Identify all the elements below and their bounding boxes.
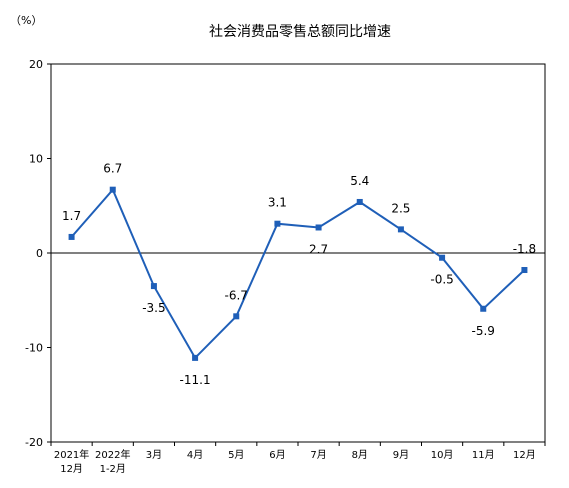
x-tick-label-line: 2022年 — [95, 448, 130, 461]
data-point — [397, 226, 404, 233]
data-point — [109, 186, 116, 193]
data-label: 2.7 — [309, 242, 328, 256]
data-label: 2.5 — [391, 201, 410, 215]
x-tick-label: 6月 — [269, 449, 285, 461]
x-tick-label-line: 7月 — [310, 449, 326, 461]
x-tick-label-line: 6月 — [269, 449, 285, 461]
x-tick-label-line: 3月 — [146, 449, 162, 461]
data-label: 3.1 — [268, 196, 287, 210]
data-label: -1.8 — [513, 242, 536, 256]
data-point — [192, 354, 199, 361]
data-point — [315, 224, 322, 231]
y-tick-label: -20 — [25, 436, 43, 449]
data-point — [480, 305, 487, 312]
x-tick-label-line: 12月 — [60, 463, 83, 475]
data-point — [439, 254, 446, 261]
y-tick-label: 0 — [36, 247, 43, 260]
x-tick-label-line: 9月 — [393, 449, 409, 461]
data-point — [521, 267, 528, 274]
x-tick-label-line: 1-2月 — [100, 463, 126, 475]
x-tick-label: 12月 — [513, 449, 536, 461]
x-tick-label: 2021年 12月 — [54, 448, 89, 475]
data-label: -11.1 — [180, 373, 211, 387]
chart-title: 社会消费品零售总额同比增速 — [209, 24, 391, 40]
series-line — [70, 187, 526, 360]
x-tick-label: 9月 — [393, 449, 409, 461]
y-tick-label: 10 — [29, 153, 43, 166]
y-axis-unit: （%） — [10, 14, 42, 27]
x-tick-label-line: 10月 — [431, 449, 454, 461]
x-tick-label-line: 2021年 — [54, 448, 89, 461]
x-tick-label: 8月 — [352, 449, 368, 461]
data-point — [150, 283, 157, 290]
x-tick-label: 4月 — [187, 449, 203, 461]
x-tick-label: 7月 — [310, 449, 326, 461]
data-label: -3.5 — [142, 301, 165, 315]
data-label: -0.5 — [430, 273, 453, 287]
data-point — [356, 198, 363, 205]
x-tick-label: 11月 — [472, 449, 495, 461]
data-label: 5.4 — [350, 174, 369, 188]
x-tick-label-line: 5月 — [228, 449, 244, 461]
data-label: -5.9 — [472, 324, 495, 338]
data-point — [233, 313, 240, 320]
x-tick-label: 3月 — [146, 449, 162, 461]
x-tick-label-line: 8月 — [352, 449, 368, 461]
data-label: 6.7 — [103, 162, 122, 176]
data-label: -6.7 — [225, 288, 248, 302]
x-tick-label: 5月 — [228, 449, 244, 461]
x-tick-label: 10月 — [431, 449, 454, 461]
x-tick-label-line: 4月 — [187, 449, 203, 461]
x-tick-label-line: 12月 — [513, 449, 536, 461]
x-tick-label-line: 11月 — [472, 449, 495, 461]
y-tick-label: 20 — [29, 58, 43, 71]
x-tick-label: 2022年 1-2月 — [95, 448, 130, 475]
y-tick-label: -10 — [25, 342, 43, 355]
data-label: 1.7 — [62, 209, 81, 223]
data-point — [274, 220, 281, 227]
data-point — [68, 233, 75, 240]
